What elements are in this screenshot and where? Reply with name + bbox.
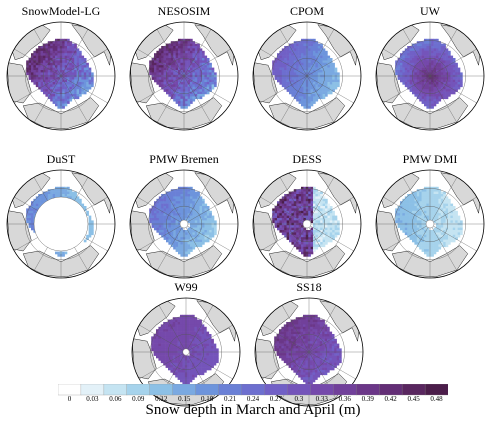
map-panel: NESOSIM [128,4,240,132]
map-panel: DESS [251,152,363,280]
polar-map [129,169,239,279]
panel-title: SnowModel-LG [21,4,101,18]
colorbar-tick-label: 0.15 [178,395,191,403]
polar-map [252,169,362,279]
colorbar-swatch [172,383,197,396]
snow-depth-field [151,314,219,385]
land-mass [145,97,223,130]
map-panel: DuST [5,152,117,280]
colorbar-tick-label: 0.18 [200,395,214,403]
polar-map [252,21,362,131]
colorbar-tick-label: 0.21 [223,395,237,403]
colorbar-tick-label: 0.39 [361,395,374,403]
panel-title: SS18 [296,280,322,294]
polar-map [6,21,116,131]
colorbar-tick-label: 0.24 [246,395,260,403]
panel-title: PMW DMI [402,152,458,166]
colorbar-tick-label: 0.48 [430,395,443,403]
colorbar-swatch [333,383,357,396]
colorbar-swatch [195,383,219,396]
panel-title: PMW Bremen [149,152,219,166]
colorbar-swatch [264,383,288,396]
colorbar-tick-label: 0 [67,395,72,403]
colorbar-label: Snow depth in March and April (m) [145,402,361,418]
panel-title: NESOSIM [157,4,211,18]
colorbar-tick-label: 0.03 [86,395,99,403]
colorbar-swatch [287,383,311,396]
land-mass [22,97,100,130]
land-mass [147,373,225,406]
colorbar-swatch [103,383,128,396]
colorbar-tick-label: 0.09 [132,395,145,403]
polar-map [131,297,241,407]
colorbar-swatch [57,383,82,396]
polar-map [375,21,485,131]
colorbar-scale [57,383,449,396]
colorbar-swatch [401,383,426,396]
colorbar-tick-label: 0.3 [294,395,304,403]
panel-title: DuST [46,152,76,166]
land-mass [270,373,348,406]
colorbar-tick-label: 0.12 [155,395,168,403]
colorbar-tick-label: 0.36 [338,395,351,403]
map-panel: CPOM [251,4,363,132]
map-panel: W99 [130,280,242,408]
polar-map [129,21,239,131]
colorbar-tick-label: 0.33 [315,395,328,403]
colorbar-swatch [379,383,403,396]
colorbar-swatch [241,383,265,396]
colorbar-swatch [149,383,174,396]
colorbar-tick-label: 0.27 [269,395,283,403]
map-panel: SnowModel-LG [5,4,117,132]
colorbar-ticks: 0 0.03 0.06 0.09 0.12 0.15 0.18 0.21 0.24 0.27 0.3… [58,395,448,405]
snow-depth-field [395,38,463,109]
land-mass [268,245,346,278]
land-mass [22,245,100,278]
colorbar-tick-label: 0.42 [384,395,397,403]
colorbar-swatch [218,383,242,396]
land-mass [268,97,346,130]
polar-map [375,169,485,279]
land-mass [145,245,223,278]
colorbar: 0 0.03 0.06 0.09 0.12 0.15 0.18 0.21 0.24 0.27 0.3… [57,383,449,421]
colorbar-swatch [126,383,151,396]
polar-map [6,169,116,279]
panel-title: DESS [292,152,322,166]
colorbar-swatch [424,383,449,396]
snow-depth-field [272,186,340,257]
colorbar-swatch [310,383,334,396]
panel-title: UW [420,4,440,18]
colorbar-swatch [356,383,380,396]
land-mass [391,245,469,278]
colorbar-tick-label: 0.06 [109,395,122,403]
panel-title: W99 [174,280,198,294]
panel-title: CPOM [289,4,324,18]
colorbar-tick-label: 0.45 [407,395,420,403]
colorbar-swatch [80,383,105,396]
land-mass [391,97,469,130]
map-panel: UW [374,4,486,132]
map-panel: PMW DMI [374,152,486,280]
map-panel: PMW Bremen [128,152,240,280]
